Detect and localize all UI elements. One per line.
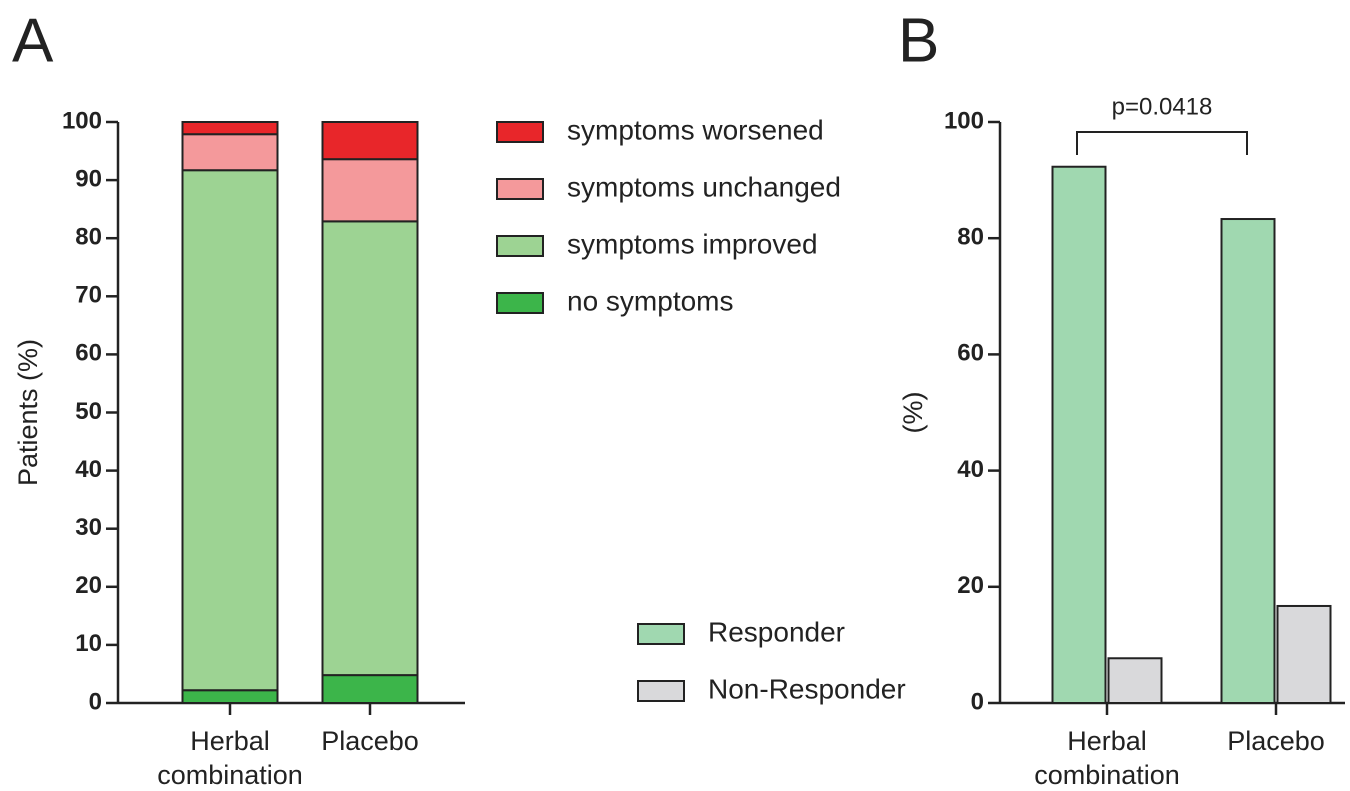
legend-swatch	[496, 235, 544, 257]
text-line: combination	[157, 760, 303, 790]
y-axis-label: Patients (%)	[13, 339, 43, 486]
bar	[321, 158, 419, 223]
bar	[181, 133, 279, 172]
legend-swatch	[496, 292, 544, 314]
y-tick-label: 80	[75, 224, 102, 251]
y-tick-label: 80	[957, 224, 984, 251]
legend-label: symptoms worsened	[567, 114, 824, 145]
legend-swatch	[637, 623, 685, 645]
y-tick-label: 60	[957, 340, 984, 367]
bar	[181, 689, 279, 705]
y-tick-label: 40	[957, 456, 984, 483]
y-tick-label: 100	[944, 107, 984, 134]
y-tick-label: 20	[957, 572, 984, 599]
bar	[321, 121, 419, 161]
bar	[181, 169, 279, 692]
y-tick-label: 40	[75, 456, 102, 483]
y-tick-label: 0	[971, 688, 984, 715]
panel-title: A	[12, 6, 54, 75]
y-axis-label: (%)	[898, 392, 928, 434]
legend-label: no symptoms	[567, 285, 734, 316]
y-tick-label: 30	[75, 514, 102, 541]
bar	[1107, 657, 1163, 704]
text-line: Herbal	[190, 726, 270, 756]
y-tick-label: 90	[75, 165, 102, 192]
panel-title: B	[898, 6, 939, 75]
legend-label: symptoms improved	[567, 228, 818, 259]
text-line: Herbal	[1067, 726, 1147, 756]
x-tick-label: Herbal combination	[157, 726, 303, 790]
bar	[181, 121, 279, 136]
x-tick-label: Placebo	[321, 726, 419, 756]
bar	[1051, 165, 1107, 704]
y-tick-label: 60	[75, 340, 102, 367]
x-tick-label: Placebo	[1227, 726, 1325, 756]
bar	[1276, 604, 1332, 705]
y-tick-label: 50	[75, 398, 102, 425]
y-tick-label: 10	[75, 630, 102, 657]
annotation: p=0.0418	[1112, 93, 1213, 120]
y-tick-label: 70	[75, 282, 102, 309]
legend-swatch	[496, 178, 544, 200]
bar	[1220, 218, 1276, 704]
bar	[321, 220, 419, 677]
legend-label: Responder	[708, 616, 845, 647]
y-tick-label: 100	[62, 107, 102, 134]
x-tick-label: Herbal combination	[1034, 726, 1180, 790]
legend-label: Non-Responder	[708, 673, 906, 704]
y-tick-label: 0	[89, 688, 102, 715]
legend-label: symptoms unchanged	[567, 171, 841, 202]
bar	[321, 674, 419, 704]
text-line: Placebo	[321, 726, 419, 756]
significance-bracket	[1076, 131, 1248, 155]
legend-swatch	[637, 680, 685, 702]
legend-swatch	[496, 121, 544, 143]
text-line: combination	[1034, 760, 1180, 790]
text-line: Placebo	[1227, 726, 1325, 756]
y-tick-label: 20	[75, 572, 102, 599]
